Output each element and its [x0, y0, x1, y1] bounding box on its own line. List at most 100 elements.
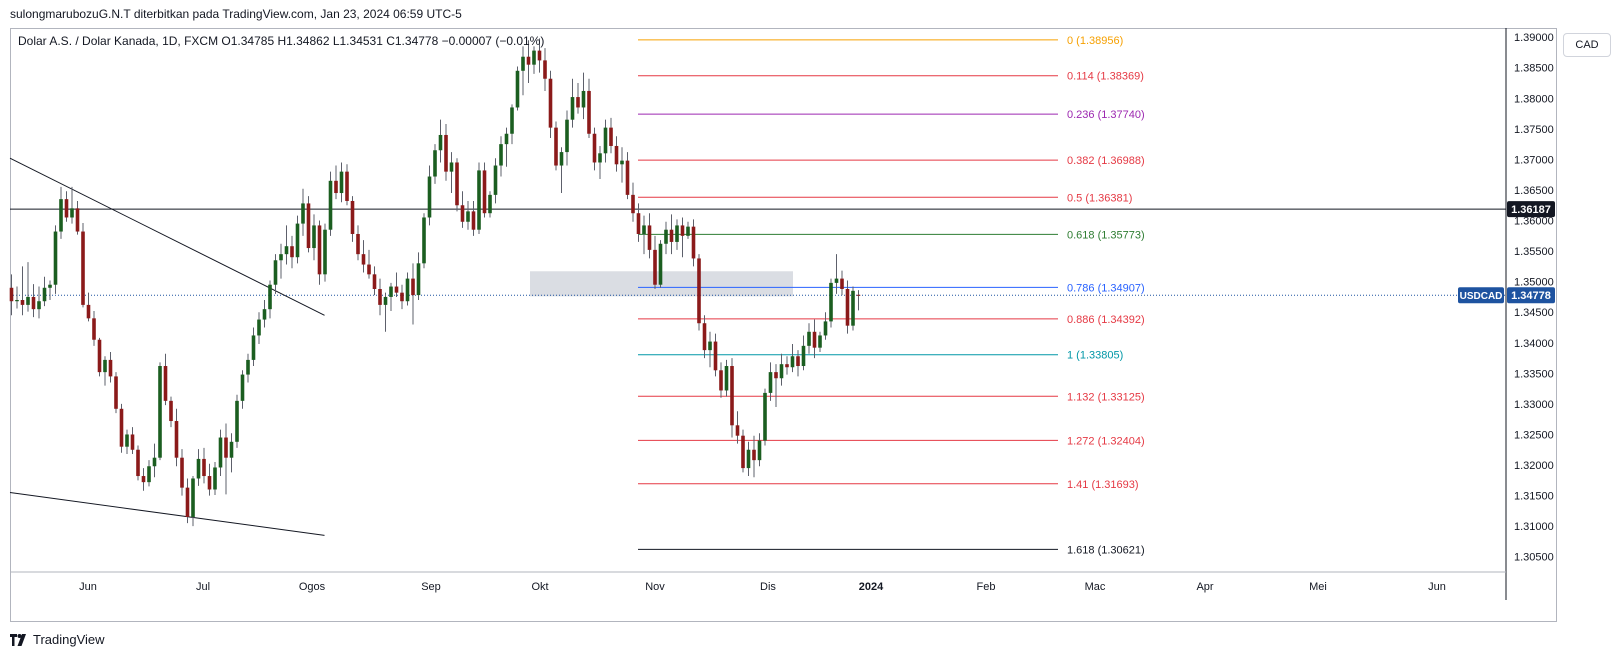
candle-body [592, 133, 597, 163]
fib-level-label: 0.618 (1.35773) [1067, 229, 1145, 241]
candle-body [433, 150, 437, 177]
candle-body [669, 229, 674, 242]
candle-body [130, 434, 135, 450]
time-tick-label: Mac [1085, 581, 1106, 593]
candle-body [26, 296, 30, 305]
candle-body [713, 341, 718, 371]
candle-body [834, 278, 839, 283]
candle-body [229, 441, 234, 458]
candle-body [86, 304, 91, 319]
candle-body [312, 225, 316, 249]
candle-body [328, 180, 333, 230]
candle-body [284, 246, 289, 255]
candle-body [493, 165, 498, 195]
candle-body [416, 263, 421, 296]
candle-body [510, 107, 514, 134]
candle-body [460, 205, 465, 222]
candle-body [235, 400, 239, 442]
fib-level-label: 1.272 (1.32404) [1067, 435, 1145, 447]
candle-body [422, 217, 426, 264]
price-tick-label: 1.32000 [1514, 460, 1554, 472]
chart-panel [10, 28, 1557, 622]
candle-body [394, 286, 399, 293]
price-axis-badge [1507, 201, 1555, 218]
candle-body [477, 170, 481, 230]
candle-body [449, 162, 454, 172]
candle-body [240, 374, 245, 401]
candle-body [301, 203, 305, 224]
fibonacci-layer: 0 (1.38956) 0.114 (1.38369) 0.236 (1.37740… [638, 35, 1145, 556]
fib-level-label: 1.618 (1.30621) [1067, 544, 1145, 556]
candle-body [576, 97, 580, 108]
candle-body [213, 467, 217, 490]
candle-body [625, 160, 630, 195]
price-tick-label: 1.33500 [1514, 368, 1554, 380]
candle-body [647, 225, 652, 250]
candle-body [224, 437, 228, 458]
candle-body [411, 278, 415, 296]
candle-body [515, 70, 520, 108]
candle-body [570, 97, 575, 120]
price-tick-label: 1.36000 [1514, 216, 1554, 228]
candle-body [532, 50, 536, 65]
price-axis[interactable]: 1.39000 1.38500 1.38000 1.37500 1.37000 1.365… [1505, 28, 1554, 600]
candle-body [730, 366, 734, 426]
price-axis-badge [1507, 287, 1555, 304]
candle-body [768, 372, 773, 393]
candle-body [686, 226, 690, 236]
time-tick-label: Jun [1428, 581, 1446, 593]
trendline [9, 157, 325, 316]
candle-body [15, 300, 19, 302]
horizontal-lines-layer [10, 208, 1506, 296]
candle-body [37, 301, 41, 310]
candle-body [642, 225, 646, 234]
candle-body [691, 226, 696, 259]
candle-body [147, 466, 151, 483]
candle-body [482, 170, 487, 214]
candle-body [31, 296, 36, 310]
candle-body [158, 366, 162, 458]
time-axis[interactable]: Jun Jul Ogos Sep Okt Nov Dis 2024 Feb Mac Apr Mei Ju… [10, 571, 1506, 593]
candle-body [499, 144, 503, 166]
tradingview-logo-icon [10, 633, 28, 646]
candle-body [427, 176, 432, 218]
candle-body [125, 434, 129, 447]
brand-name: TradingView [33, 632, 105, 647]
price-tick-label: 1.39000 [1514, 32, 1554, 44]
candle-body [675, 225, 679, 242]
candle-body [356, 233, 360, 255]
candle-body [565, 119, 569, 153]
fib-level-label: 0 (1.38956) [1067, 35, 1123, 47]
price-tick-label: 1.31500 [1514, 491, 1554, 503]
time-tick-label: Mei [1309, 581, 1327, 593]
candle-body [75, 208, 80, 232]
candle-body [603, 127, 608, 154]
currency-button[interactable]: CAD [1563, 33, 1611, 57]
candle-body [218, 437, 223, 468]
candle-body [823, 321, 828, 336]
tradingview-brand[interactable]: TradingView [10, 632, 105, 647]
price-tick-label: 1.32500 [1514, 429, 1554, 441]
candle-body [845, 288, 850, 326]
candle-body [790, 356, 795, 368]
price-tick-label: 1.35500 [1514, 246, 1554, 258]
candle-body [741, 435, 745, 469]
candle-body [103, 359, 107, 373]
publish-caption: sulongmarubozuG.N.T diterbitkan pada Tra… [10, 7, 462, 21]
candle-body [350, 200, 355, 234]
trendline [9, 492, 325, 536]
candle-body [537, 50, 542, 61]
candle-body [466, 211, 470, 222]
candle-body [268, 284, 272, 310]
candle-body [185, 487, 190, 517]
candle-body [521, 56, 525, 71]
candle-body [724, 366, 729, 391]
candle-body [279, 254, 283, 261]
candle-body [598, 153, 602, 163]
candle-body [20, 300, 25, 305]
candle-body [92, 318, 96, 340]
candle-body [262, 309, 267, 320]
time-tick-label: Okt [531, 581, 548, 593]
candle-body [141, 476, 146, 483]
